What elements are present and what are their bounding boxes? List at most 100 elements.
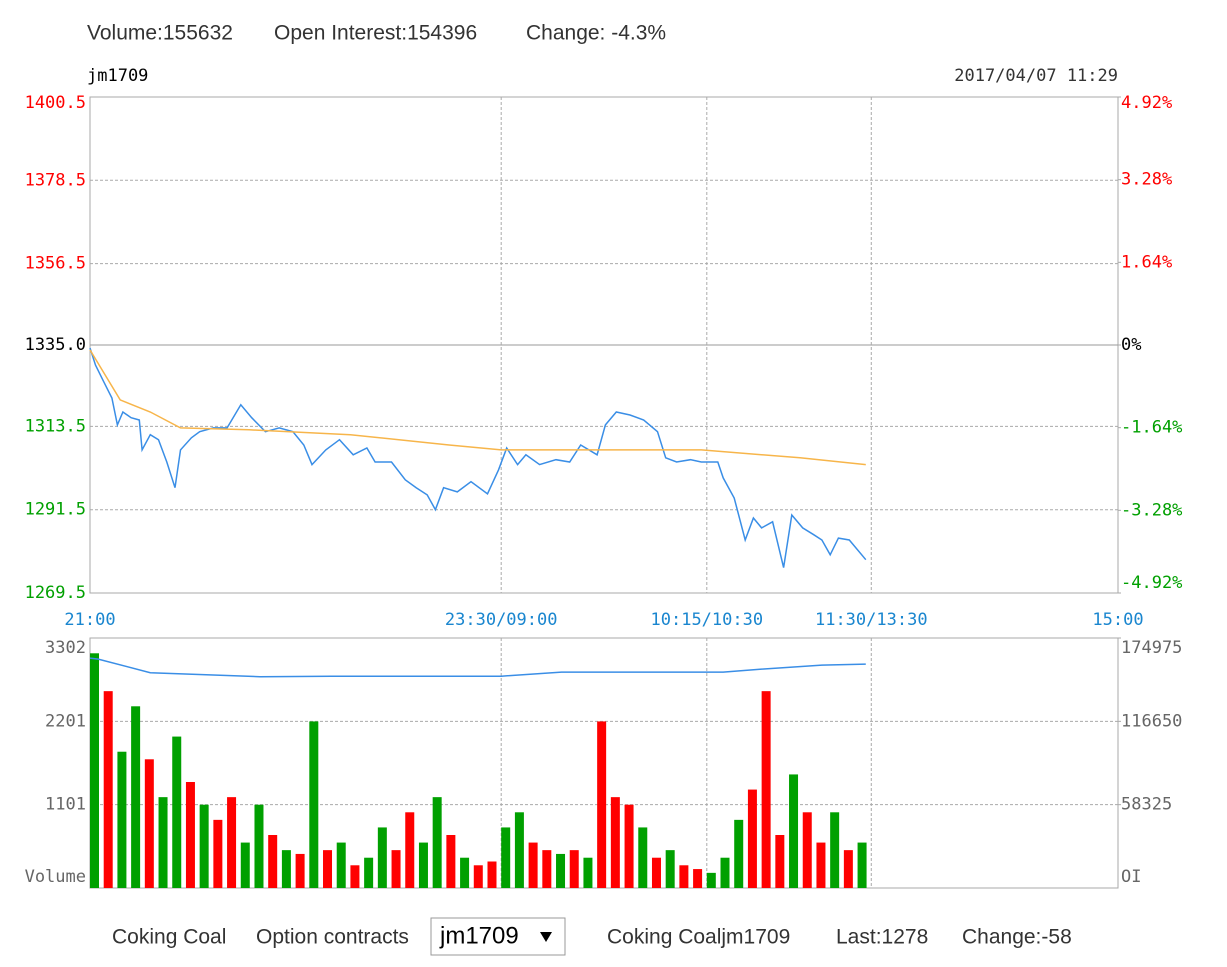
price-change: Change:-58 <box>962 926 1072 949</box>
volume-bar <box>117 751 127 888</box>
volume-bar <box>391 850 401 888</box>
volume-bar <box>446 835 456 888</box>
volume-bar <box>336 842 346 888</box>
contract-select[interactable]: jm1709 <box>430 917 566 956</box>
volume-bar <box>213 819 223 888</box>
x-tick-label: 10:15/10:30 <box>651 610 764 630</box>
y2-tick-label: -1.64% <box>1121 418 1182 438</box>
volume-bar <box>172 736 182 888</box>
volume-bar <box>597 721 607 888</box>
quote-name: Coking Coaljm1709 <box>607 926 790 949</box>
volume-bar <box>802 812 812 888</box>
volume-bar <box>556 853 566 888</box>
volume-bar <box>377 827 387 888</box>
volume-bar <box>747 789 757 888</box>
volume-bar <box>761 691 771 888</box>
volume-bar <box>103 691 113 888</box>
volume-bar <box>857 842 867 888</box>
volume-bar <box>720 857 730 888</box>
volume-bar <box>309 721 319 888</box>
volume-bar <box>418 842 428 888</box>
volume-bar <box>706 872 716 888</box>
volume-bar <box>432 797 442 888</box>
volume-bar <box>473 865 483 888</box>
x-tick-label: 11:30/13:30 <box>815 610 928 630</box>
volume-bar <box>460 857 470 888</box>
y-tick-label: 1378.5 <box>25 170 86 190</box>
volume-bar <box>487 861 497 888</box>
volume-bar <box>569 850 579 888</box>
y2-tick-label: 174975 <box>1121 638 1182 658</box>
volume-bar <box>528 842 538 888</box>
volume-bar <box>295 853 305 888</box>
volume-bar <box>542 850 552 888</box>
volume-bar <box>323 850 333 888</box>
volume-bar <box>131 706 141 888</box>
y2-tick-label: 58325 <box>1121 795 1172 815</box>
volume-bar <box>843 850 853 888</box>
volume-bar <box>830 812 840 888</box>
volume-bar <box>281 850 291 888</box>
timestamp: 2017/04/07 11:29 <box>954 66 1118 86</box>
line-series <box>89 657 866 678</box>
y-tick-label: 3302 <box>45 638 86 658</box>
volume-bar <box>514 812 524 888</box>
y-tick-label: 1356.5 <box>25 254 86 274</box>
symbol: jm1709 <box>87 66 148 86</box>
volume-bar <box>90 653 99 888</box>
y2-tick-label: -3.28% <box>1121 500 1182 520</box>
y-tick-label: 1101 <box>45 795 86 815</box>
volume-bar <box>734 819 744 888</box>
y2-tick-label: 3.28% <box>1121 170 1172 190</box>
x-tick-label: 15:00 <box>1092 610 1143 630</box>
y-tick-label: 1291.5 <box>25 500 86 520</box>
volume-bar <box>789 774 799 888</box>
product: Coking Coal <box>112 926 226 949</box>
x-tick-label: 23:30/09:00 <box>445 610 558 630</box>
volume-bar <box>610 797 620 888</box>
y2-tick-label: 0% <box>1121 335 1141 355</box>
volume-bar <box>268 835 278 888</box>
volume-bar <box>158 797 168 888</box>
y-tick-label: 2201 <box>45 711 86 731</box>
select-arrow[interactable] <box>540 932 552 942</box>
volume-bar <box>583 857 593 888</box>
volume-bar <box>816 842 826 888</box>
option-label: Option contracts <box>256 926 409 949</box>
y2-axis-label: OI <box>1121 867 1141 887</box>
y2-tick-label: -4.92% <box>1121 573 1182 593</box>
select-box[interactable] <box>430 917 566 956</box>
y-tick-label: 1313.5 <box>25 416 86 436</box>
change-info: Change: -4.3% <box>526 22 666 45</box>
volume-bar <box>199 804 209 888</box>
line-series <box>89 349 866 466</box>
volume-bar <box>651 857 661 888</box>
x-tick-label: 21:00 <box>64 610 115 630</box>
volume-bar <box>665 850 675 888</box>
y-tick-label: 1269.5 <box>25 583 86 603</box>
y2-tick-label: 1.64% <box>1121 252 1172 272</box>
open-interest-info: Open Interest:154396 <box>274 22 477 45</box>
volume-bar <box>638 827 648 888</box>
volume-bar <box>693 869 703 888</box>
y-tick-label: 1400.5 <box>25 93 86 113</box>
volume-bar <box>240 842 250 888</box>
volume-bar <box>144 759 154 888</box>
y2-tick-label: 4.92% <box>1121 93 1172 113</box>
volume-bar <box>679 865 689 888</box>
volume-info: Volume:155632 <box>87 22 233 45</box>
last-price: Last:1278 <box>836 926 928 949</box>
volume-bar <box>624 804 634 888</box>
volume-bar <box>185 782 195 888</box>
volume-bar <box>775 835 785 888</box>
select-value[interactable]: jm1709 <box>439 922 519 949</box>
volume-bar <box>350 865 360 888</box>
line-series <box>89 347 867 568</box>
y-tick-label: 1335.0 <box>25 335 86 355</box>
volume-bar <box>501 827 511 888</box>
y2-tick-label: 116650 <box>1121 711 1182 731</box>
y-axis-label: Volume <box>25 867 86 887</box>
volume-bar <box>364 857 374 888</box>
volume-bar <box>405 812 415 888</box>
